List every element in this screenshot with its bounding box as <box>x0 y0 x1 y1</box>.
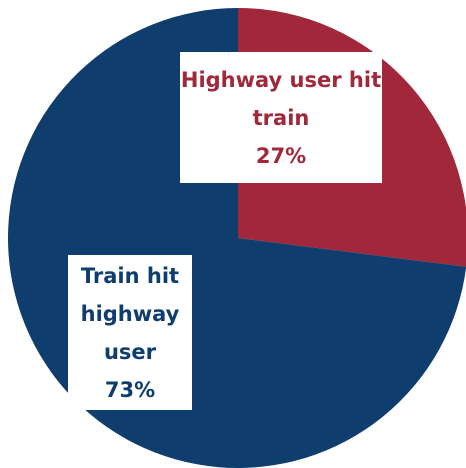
category-label: Highway user hit train <box>180 67 382 130</box>
value-label: 27% <box>255 143 307 168</box>
value-label: 73% <box>104 377 156 402</box>
category-label: Train hit highway user <box>80 263 180 364</box>
slice-label: Train hit highway user 73% <box>68 255 192 410</box>
slice-label: Highway user hit train 27% <box>180 52 382 183</box>
